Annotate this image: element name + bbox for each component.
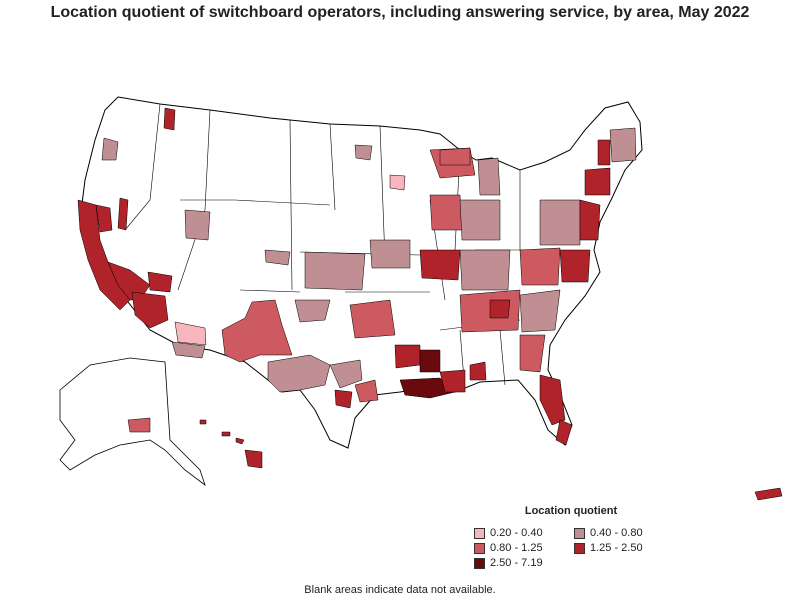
legend-swatch bbox=[474, 527, 485, 539]
legend-label: 0.40 - 0.80 bbox=[590, 527, 643, 539]
legend-swatch bbox=[474, 557, 485, 569]
legend-item-3: 0.80 - 1.25 bbox=[474, 542, 574, 554]
legend: Location quotient 0.20 - 0.40 0.40 - 0.8… bbox=[466, 505, 666, 569]
legend-item-2: 0.40 - 0.80 bbox=[574, 527, 674, 539]
legend-item-1: 0.20 - 0.40 bbox=[474, 527, 574, 539]
legend-item-5: 2.50 - 7.19 bbox=[474, 557, 574, 569]
legend-swatch bbox=[574, 527, 585, 539]
legend-label: 1.25 - 2.50 bbox=[590, 542, 643, 554]
legend-grid: 0.20 - 0.40 0.40 - 0.80 0.80 - 1.25 1.25… bbox=[474, 527, 666, 569]
shaded-areas bbox=[77, 107, 637, 446]
legend-swatch bbox=[574, 542, 585, 554]
map-title: Location quotient of switchboard operato… bbox=[50, 4, 750, 21]
legend-swatch bbox=[474, 542, 485, 554]
puerto-rico bbox=[754, 487, 783, 501]
legend-label: 0.20 - 0.40 bbox=[490, 527, 543, 539]
legend-title: Location quotient bbox=[524, 505, 618, 517]
hawaii bbox=[199, 419, 263, 469]
legend-label: 0.80 - 1.25 bbox=[490, 542, 543, 554]
footnote: Blank areas indicate data not available. bbox=[304, 584, 496, 596]
legend-item-4: 1.25 - 2.50 bbox=[574, 542, 674, 554]
legend-label: 2.50 - 7.19 bbox=[490, 557, 543, 569]
